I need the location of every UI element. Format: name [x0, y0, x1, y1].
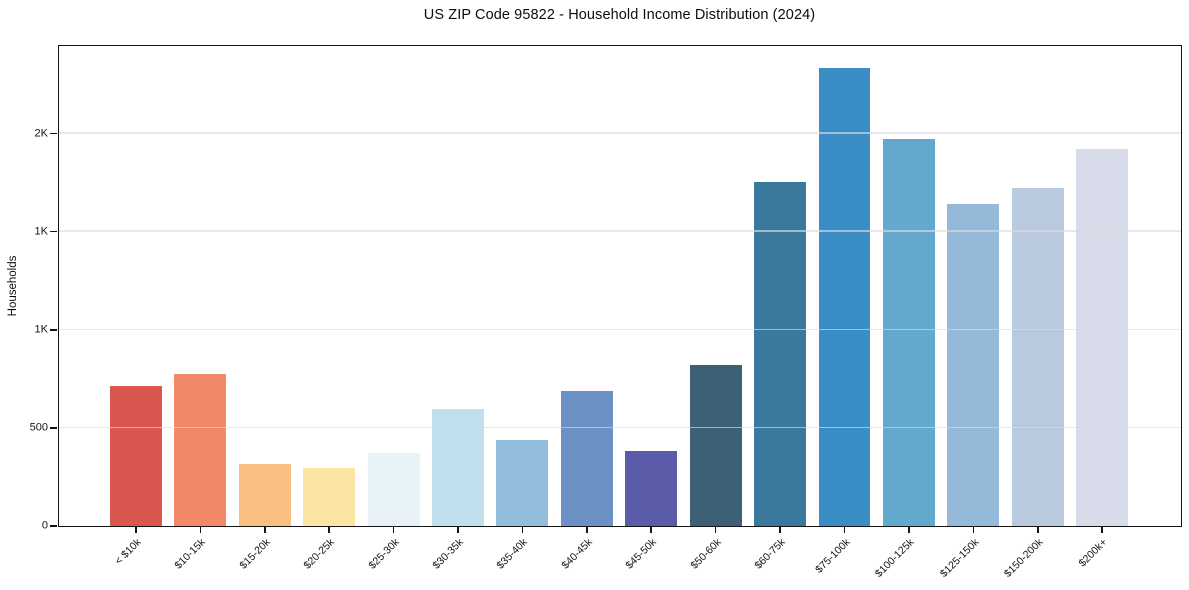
x-tick-mark [843, 526, 846, 533]
x-tick-mark [1101, 526, 1103, 533]
x-tick-mark [972, 526, 975, 533]
x-tick-label: $50-60k [688, 536, 724, 572]
x-tick-label: $100-125k [873, 536, 917, 580]
x-tick-label: $200k+ [1076, 536, 1110, 570]
bar-$200k+ [1076, 149, 1129, 526]
bar-$125-150k [947, 204, 1000, 526]
plot-area: 0 500 1K 1K 2K < $10k $10-15k $15-20k $20-25k $25… [30, 45, 1182, 580]
x-tick-mark [714, 526, 717, 533]
x-tick-label: $40-45k [559, 536, 595, 572]
y-axis-label: Households [7, 255, 19, 317]
x-tick-mark [908, 526, 910, 533]
x-tick-label: $45-50k [623, 536, 660, 572]
x-tick-mark [263, 526, 266, 533]
x-tick-label: $30-35k [430, 536, 466, 572]
bar-$30-35k [432, 408, 484, 526]
x-tick-mark [1036, 526, 1039, 533]
bar-$45-50k [625, 451, 678, 526]
x-tick-label: $35-40k [494, 536, 531, 572]
x-tick-mark [650, 526, 653, 533]
bar-$35-40k [496, 440, 549, 526]
bar-$15-20k [238, 463, 291, 526]
y-tick-mark [50, 230, 57, 233]
x-tick-label: $15-20k [237, 536, 273, 572]
bar-$100-125k [882, 138, 935, 526]
gridline-500 [59, 426, 1181, 428]
x-tick-label: $25-30k [366, 536, 402, 572]
x-tick-mark [779, 526, 781, 533]
y-tick-label: 500 [29, 421, 48, 434]
chart-title: US ZIP Code 95822 - Household Income Dis… [423, 7, 816, 23]
bar-$60-75k [754, 181, 807, 526]
y-tick-label: 2K [34, 127, 48, 140]
y-tick-label: 1K [34, 323, 48, 336]
x-tick-mark [199, 526, 202, 533]
x-tick-label: $125-150k [937, 536, 982, 580]
x-tick-label: $75-100k [812, 536, 853, 576]
x-tick-mark [521, 526, 524, 533]
x-tick-mark [135, 526, 137, 533]
bar-$10-15k [174, 373, 227, 526]
x-tick-label: $60-75k [752, 536, 788, 572]
gridline-2K [59, 132, 1181, 134]
bar-$20-25k [303, 467, 356, 526]
y-tick-label: 1K [34, 225, 48, 238]
bar-$50-60k [689, 365, 742, 526]
bar-$150-200k [1011, 187, 1064, 526]
x-tick-label: $150-200k [1001, 536, 1046, 580]
x-tick-mark [586, 526, 588, 533]
y-tick-mark [50, 427, 57, 429]
gridline-1K [59, 328, 1181, 330]
bar-$75-100k [818, 68, 871, 526]
bar-$40-45k [560, 390, 613, 526]
y-tick-mark [50, 328, 57, 331]
x-tick-label: $10-15k [172, 536, 209, 572]
x-tick-mark [328, 526, 330, 533]
x-tick-mark [392, 526, 395, 533]
y-tick-label: 0 [41, 519, 48, 532]
y-tick-mark [50, 132, 57, 135]
bar-$25-30k [367, 453, 420, 526]
gridline-1K [59, 230, 1181, 232]
bar-< $10k [109, 386, 162, 526]
x-tick-label: $20-25k [301, 536, 337, 572]
x-tick-label: < $10k [112, 536, 144, 568]
x-tick-mark [457, 526, 459, 533]
y-tick-mark [50, 525, 57, 527]
